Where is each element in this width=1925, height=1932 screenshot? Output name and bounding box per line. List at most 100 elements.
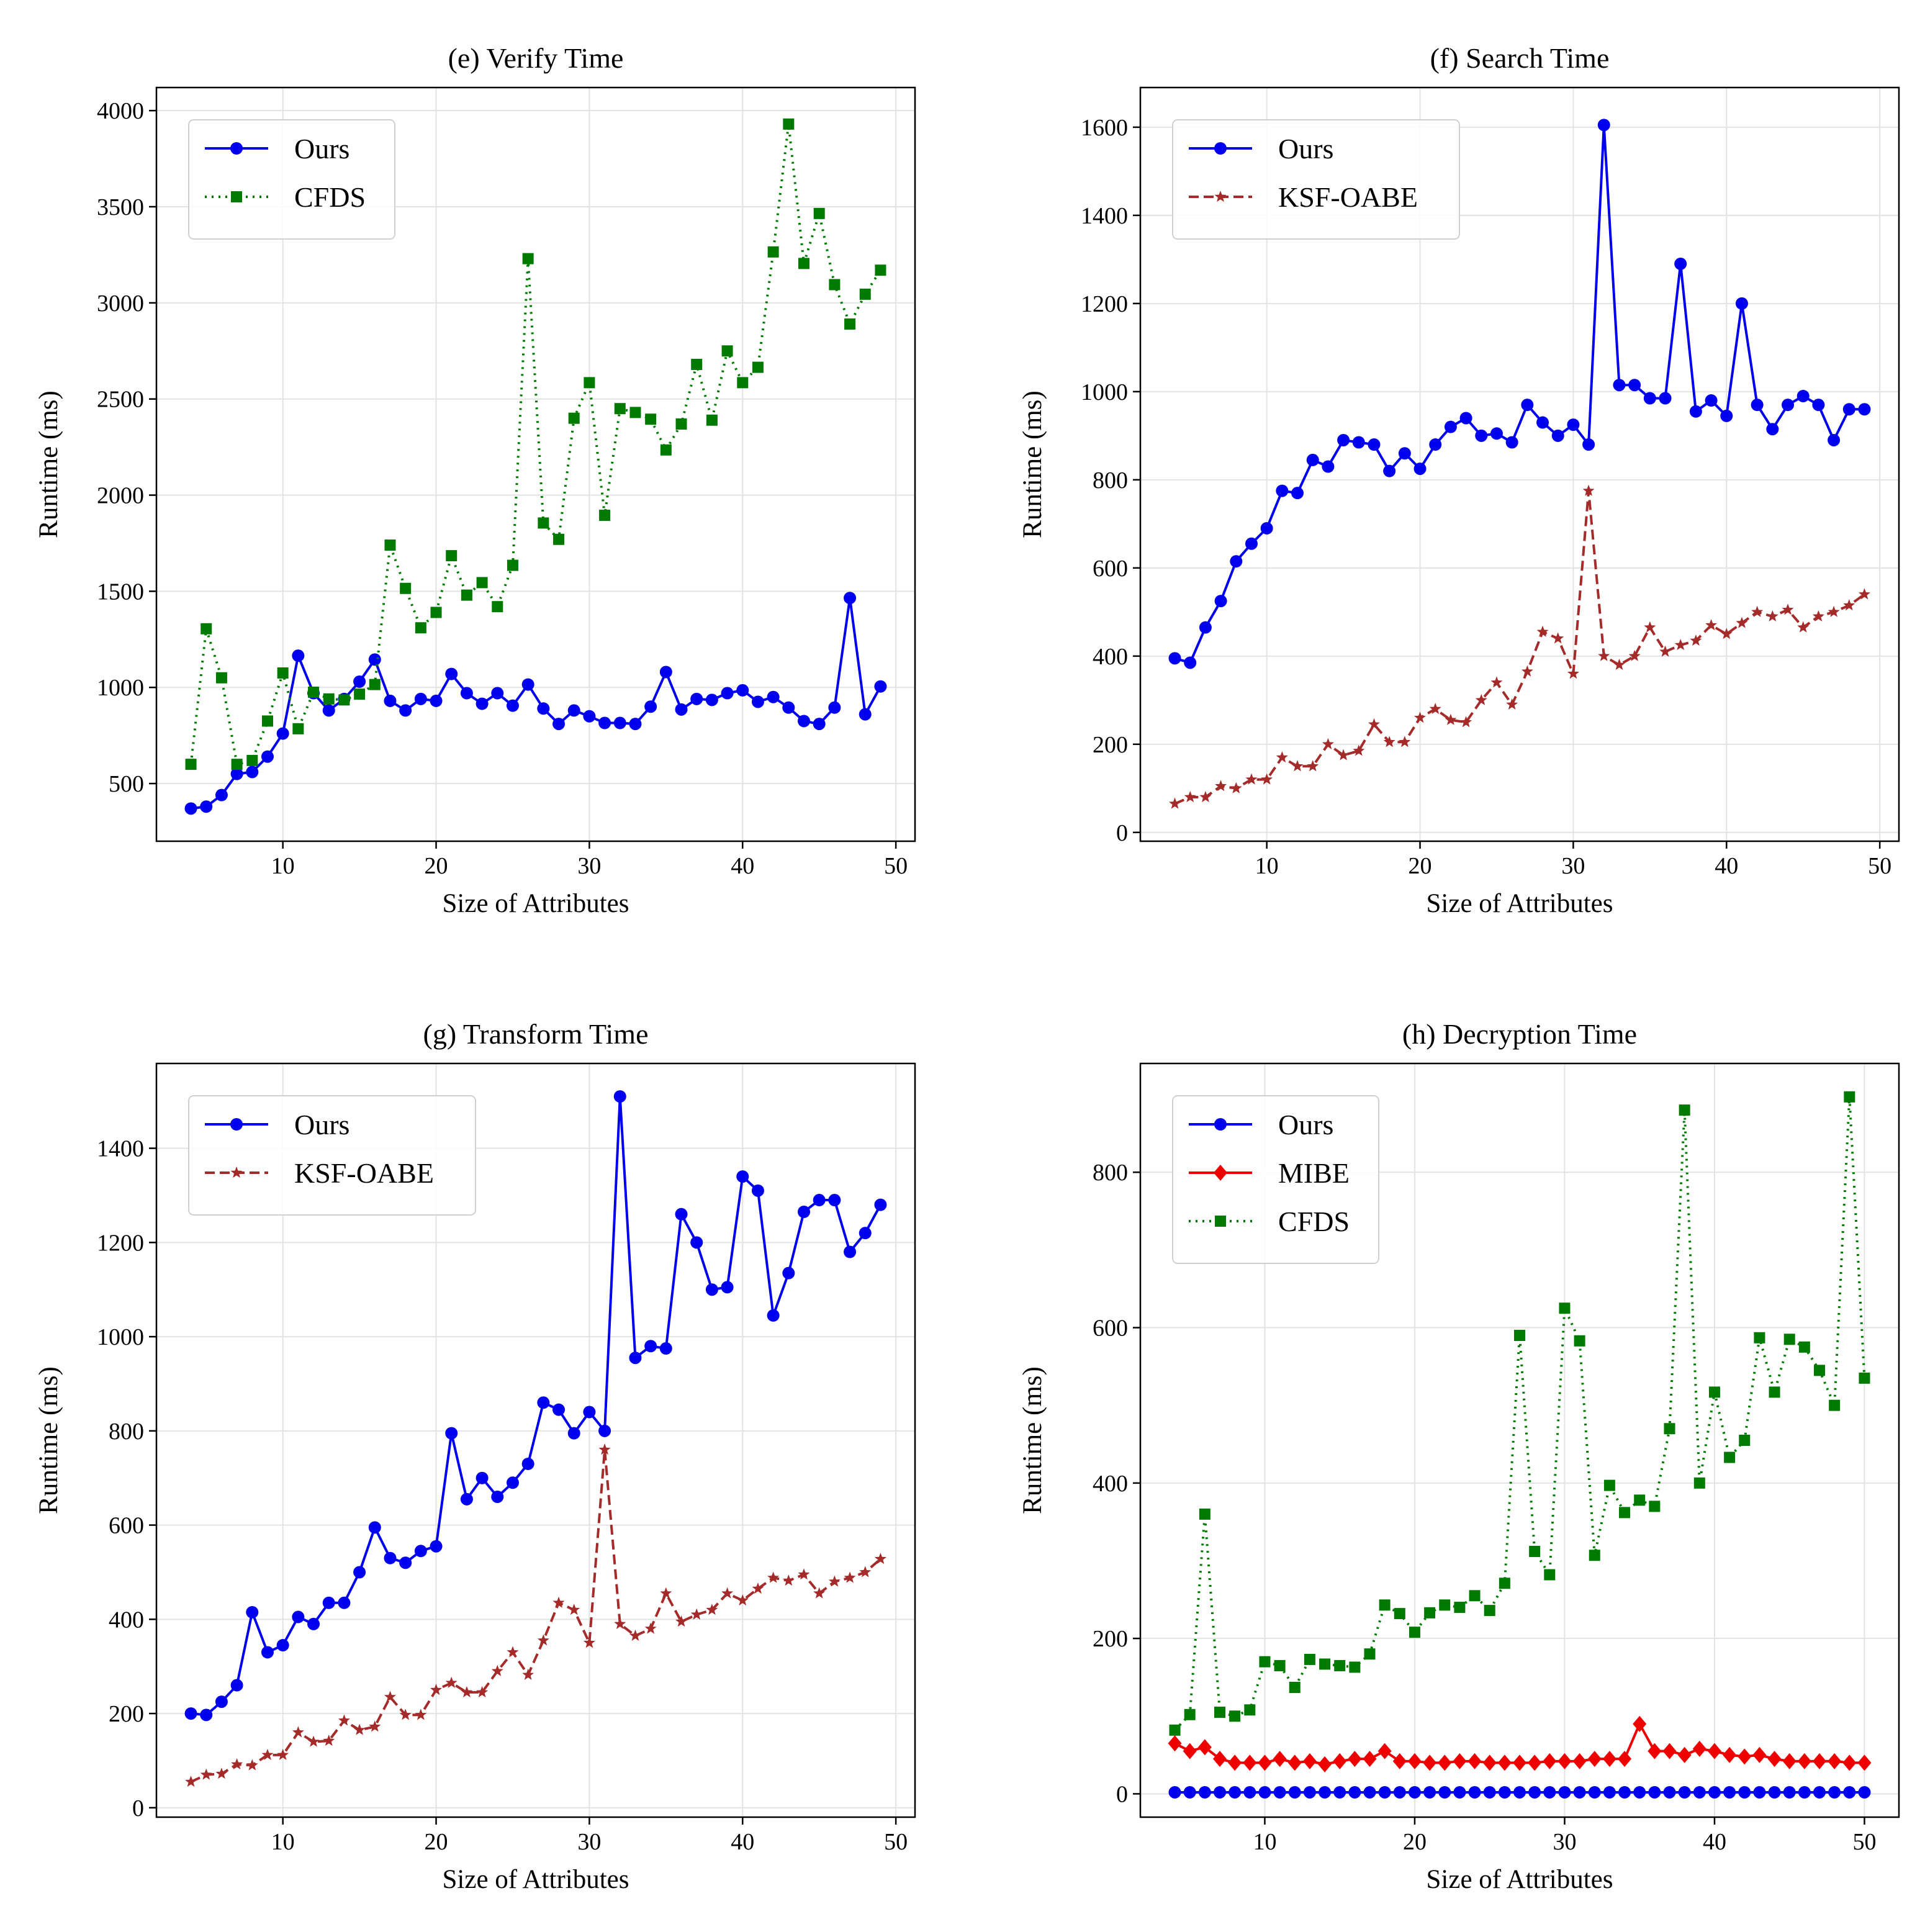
data-point (1245, 537, 1258, 550)
data-point (1797, 621, 1810, 633)
legend-marker (1214, 1118, 1227, 1131)
data-point (400, 582, 412, 594)
y-tick-label: 3000 (97, 291, 144, 317)
data-point (1319, 1658, 1331, 1670)
data-point (261, 750, 274, 763)
data-point (322, 1596, 335, 1609)
chart-panel-e: 10 20 30 40 50 500 1000 1500 2000 2500 3000 3500 400… (34, 42, 916, 918)
data-point (1797, 1753, 1811, 1769)
y-tick-label: 2000 (97, 483, 144, 509)
y-tick-label: 400 (1093, 1471, 1128, 1497)
data-point (613, 716, 626, 729)
data-point (721, 1281, 734, 1294)
data-point (1228, 1785, 1242, 1799)
data-point (1230, 555, 1243, 568)
data-point (1438, 1785, 1451, 1799)
data-point (813, 1587, 826, 1599)
legend-marker (231, 191, 242, 202)
data-point (1544, 1569, 1556, 1581)
data-point (552, 1596, 565, 1608)
data-point (1618, 1751, 1632, 1767)
data-point (829, 279, 841, 291)
x-tick-label: 40 (731, 853, 754, 879)
chart-title: (f) Search Time (1430, 42, 1610, 74)
data-point (1169, 1724, 1181, 1736)
data-point (599, 510, 611, 521)
data-point (1559, 1302, 1571, 1314)
data-point (353, 1566, 366, 1579)
data-point (538, 517, 549, 529)
data-point (200, 800, 213, 813)
data-point (1693, 1785, 1706, 1799)
data-point (1649, 1501, 1661, 1512)
data-point (1260, 521, 1273, 535)
legend-label: Ours (1278, 133, 1333, 165)
data-point (1529, 1545, 1541, 1557)
series-ksf-oabe (1169, 484, 1870, 809)
data-point (737, 377, 749, 389)
data-point (691, 358, 703, 370)
data-point (1752, 1746, 1767, 1763)
data-point (751, 1184, 764, 1197)
data-point (1199, 621, 1212, 634)
data-point (430, 1684, 443, 1695)
data-point (430, 694, 443, 707)
data-point (1230, 782, 1242, 793)
data-point (629, 1629, 641, 1641)
data-point (859, 1566, 872, 1578)
chart-title: (g) Transform Time (423, 1018, 649, 1050)
data-point (307, 1735, 320, 1747)
data-point (1424, 1607, 1436, 1618)
data-point (567, 704, 580, 717)
y-tick-label: 1000 (1081, 379, 1128, 405)
y-tick-label: 1400 (97, 1136, 144, 1162)
data-point (660, 444, 672, 456)
data-point (246, 1759, 258, 1771)
data-point (1693, 1477, 1705, 1489)
data-point (1368, 438, 1381, 451)
data-point (1429, 438, 1442, 451)
data-point (1814, 1365, 1826, 1376)
data-point (246, 754, 258, 766)
data-point (1453, 1753, 1467, 1769)
y-tick-label: 400 (109, 1607, 144, 1633)
data-point (1307, 760, 1319, 772)
data-point (1644, 621, 1656, 633)
data-point (1258, 1785, 1271, 1799)
data-point (338, 1714, 350, 1726)
data-point (1618, 1785, 1631, 1799)
data-point (1273, 1785, 1286, 1799)
legend-marker (1215, 1216, 1226, 1227)
x-tick-label: 50 (884, 1829, 908, 1855)
chart-panel-h: 10 20 30 40 50 0 200 400 600 800 (h) Decryption Ti… (1018, 1018, 1900, 1894)
data-point (675, 1208, 688, 1221)
chart-panel-f: 10 20 30 40 50 0 200 400 600 800 1000 1200 1400 1600 (… (1018, 42, 1900, 918)
data-point (1273, 1751, 1287, 1767)
data-point (1352, 436, 1365, 449)
data-point (1348, 1785, 1361, 1799)
data-point (1723, 1746, 1737, 1763)
legend-label: CFDS (294, 181, 366, 213)
data-point (875, 264, 886, 276)
data-point (1469, 1590, 1481, 1602)
data-point (1634, 1494, 1646, 1506)
legend-marker (230, 1167, 243, 1178)
data-point (522, 253, 534, 264)
data-point (1829, 1399, 1841, 1411)
data-point (476, 1471, 489, 1484)
data-point (430, 1540, 443, 1553)
data-point (415, 622, 426, 634)
data-point (721, 1587, 734, 1599)
data-point (1751, 605, 1764, 617)
data-point (629, 407, 641, 418)
data-point (1393, 1785, 1406, 1799)
data-point (1274, 1659, 1286, 1671)
data-point (1333, 1785, 1346, 1799)
data-point (491, 1664, 503, 1676)
chart-title: (h) Decryption Time (1402, 1018, 1637, 1050)
data-point (798, 258, 810, 269)
data-point (307, 1617, 320, 1630)
data-point (751, 695, 764, 708)
data-point (292, 1610, 305, 1623)
data-point (1318, 1756, 1332, 1772)
